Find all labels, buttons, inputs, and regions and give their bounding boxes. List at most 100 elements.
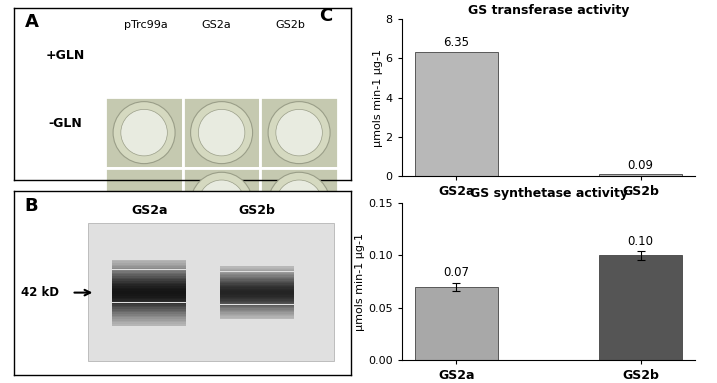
Ellipse shape — [276, 110, 323, 156]
Text: 0.07: 0.07 — [443, 267, 470, 280]
Bar — [220, 281, 294, 282]
Bar — [112, 324, 186, 326]
Bar — [112, 306, 186, 308]
Bar — [220, 318, 294, 319]
Bar — [112, 276, 186, 278]
Bar — [599, 255, 682, 360]
Bar — [220, 310, 294, 311]
Bar — [220, 277, 294, 278]
Bar — [415, 52, 498, 176]
Bar — [112, 286, 186, 288]
Ellipse shape — [121, 110, 167, 156]
Bar — [112, 319, 186, 321]
Ellipse shape — [268, 172, 330, 234]
Ellipse shape — [199, 180, 244, 226]
Bar — [220, 286, 294, 287]
Bar — [220, 287, 294, 289]
Bar — [112, 298, 186, 299]
Bar — [220, 314, 294, 315]
Bar — [112, 313, 186, 314]
Text: 6.35: 6.35 — [443, 36, 470, 49]
Bar — [220, 301, 294, 302]
Bar — [220, 313, 294, 314]
Bar — [112, 293, 186, 294]
Bar — [260, 97, 338, 168]
Bar — [220, 295, 294, 296]
Ellipse shape — [191, 172, 252, 234]
Text: GS2b: GS2b — [239, 205, 275, 218]
Text: 42 kD: 42 kD — [21, 286, 59, 299]
Bar — [112, 270, 186, 271]
Text: pTrc99a: pTrc99a — [124, 20, 168, 30]
Text: C: C — [319, 7, 333, 25]
Bar — [112, 296, 186, 298]
Bar — [220, 311, 294, 313]
Bar — [112, 294, 186, 296]
Bar — [112, 265, 186, 266]
Bar — [183, 97, 260, 168]
Bar — [220, 272, 294, 273]
Bar — [112, 289, 186, 291]
Bar — [220, 283, 294, 285]
Text: B: B — [24, 197, 38, 215]
Bar — [220, 266, 294, 267]
Bar — [112, 281, 186, 283]
Bar — [220, 302, 294, 303]
Bar — [112, 266, 186, 268]
Bar — [112, 304, 186, 306]
Ellipse shape — [113, 101, 175, 164]
Bar — [220, 315, 294, 316]
Bar — [220, 304, 294, 306]
Bar — [112, 311, 186, 313]
Bar — [599, 174, 682, 176]
Bar — [183, 168, 260, 239]
Bar — [220, 294, 294, 295]
Bar — [220, 274, 294, 275]
Bar — [112, 318, 186, 319]
Bar — [112, 303, 186, 304]
Bar — [112, 275, 186, 276]
Bar — [112, 314, 186, 316]
Title: GS synthetase activity: GS synthetase activity — [470, 187, 627, 200]
Bar — [220, 298, 294, 299]
Bar — [105, 97, 183, 168]
Ellipse shape — [268, 101, 330, 164]
Bar — [112, 299, 186, 301]
Bar — [112, 301, 186, 303]
Bar — [112, 288, 186, 289]
Bar — [105, 168, 183, 239]
Bar — [112, 273, 186, 275]
Bar — [415, 287, 498, 360]
Bar — [220, 273, 294, 274]
Ellipse shape — [191, 101, 252, 164]
Bar — [112, 321, 186, 322]
Ellipse shape — [276, 180, 323, 226]
Bar — [112, 285, 186, 286]
Bar — [220, 280, 294, 281]
Text: 0.10: 0.10 — [627, 235, 654, 248]
Bar — [220, 268, 294, 269]
Bar — [112, 308, 186, 309]
Bar — [112, 263, 186, 265]
Bar — [112, 283, 186, 284]
Title: GS transferase activity: GS transferase activity — [467, 3, 630, 16]
Ellipse shape — [199, 110, 244, 156]
Bar — [220, 269, 294, 270]
Bar — [112, 268, 186, 270]
Bar — [220, 289, 294, 290]
Bar — [220, 293, 294, 294]
Bar — [220, 308, 294, 310]
Bar — [260, 168, 338, 239]
Bar — [220, 296, 294, 298]
Bar — [220, 282, 294, 283]
Bar — [112, 280, 186, 281]
Y-axis label: μmols min-1 μg-1: μmols min-1 μg-1 — [373, 49, 383, 147]
Bar — [112, 271, 186, 273]
Bar — [220, 278, 294, 279]
Text: GS2a: GS2a — [201, 20, 232, 30]
Bar — [220, 275, 294, 277]
Bar — [112, 261, 186, 263]
Bar — [112, 291, 186, 293]
Bar — [112, 278, 186, 279]
Bar — [220, 299, 294, 301]
